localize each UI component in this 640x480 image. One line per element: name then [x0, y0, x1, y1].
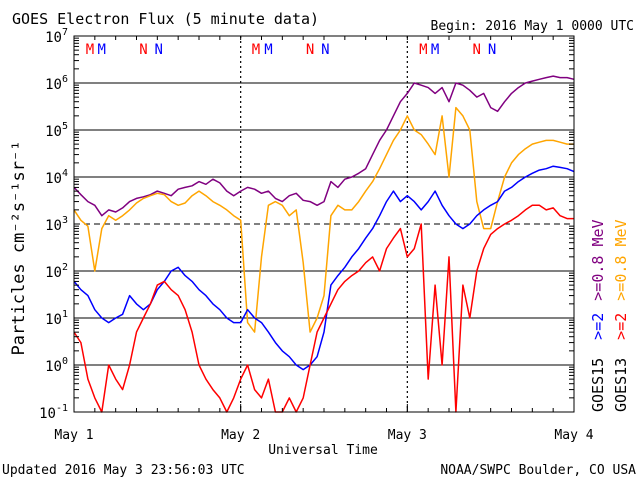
y-tick-label: 102 [45, 262, 68, 281]
y-tick-exponent: 4 [62, 168, 68, 179]
day-marker-letter: M [264, 42, 272, 58]
y-tick-exponent: 3 [62, 215, 68, 226]
y-tick-base: 10 [45, 359, 62, 375]
series-line-goes15-2mev [73, 165, 575, 371]
y-tick-exponent: 5 [62, 121, 68, 132]
day-marker-letter: N [321, 42, 329, 58]
y-tick-base: 10 [45, 312, 62, 328]
y-tick-exponent: 1 [62, 309, 68, 320]
y-axis-label: Particles cm⁻²s⁻¹sr⁻¹ [9, 141, 29, 356]
begin-label: Begin: 2016 May 1 0000 UTC [431, 19, 635, 34]
x-tick-label: May 4 [554, 428, 593, 443]
y-tick-label: 103 [45, 215, 68, 234]
y-tick-label: 101 [45, 309, 68, 328]
y-tick-exponent: 6 [62, 74, 68, 85]
legend-satellite-label: GOES13 [612, 358, 630, 412]
updated-label: Updated 2016 May 3 23:56:03 UTC [2, 463, 245, 478]
y-tick-base: 10 [45, 218, 62, 234]
day-marker-letter: M [98, 42, 106, 58]
legend: GOES15 >=2 >=0.8 MeV GOES13 >=2 >=0.8 MeV [589, 219, 630, 412]
day-marker-letter: N [306, 42, 314, 58]
y-tick-base: 10 [45, 77, 62, 93]
series-line-goes15-0p8mev [73, 75, 575, 217]
y-tick-base: 10 [39, 406, 56, 422]
day-marker-letter: M [419, 42, 427, 58]
legend-group-goes15: GOES15 >=2 >=0.8 MeV [589, 219, 607, 412]
y-tick-label: 106 [45, 74, 68, 93]
day-marker-letter: N [139, 42, 147, 58]
legend-entry: >=0.8 MeV [589, 219, 607, 300]
y-tick-base: 10 [45, 124, 62, 140]
legend-entry: >=2 [612, 313, 630, 340]
series-line-goes13-0p8mev [73, 106, 574, 333]
series-line-goes13-2mev [73, 204, 574, 413]
credit-label: NOAA/SWPC Boulder, CO USA [440, 463, 636, 478]
series-lines [73, 75, 575, 413]
chart-title: GOES Electron Flux (5 minute data) [12, 10, 319, 28]
x-axis-label: Universal Time [268, 443, 378, 458]
legend-satellite-label: GOES15 [589, 358, 607, 412]
y-tick-base: 10 [45, 30, 62, 46]
legend-group-goes13: GOES13 >=2 >=0.8 MeV [612, 219, 630, 412]
y-tick-label: 104 [45, 168, 68, 187]
y-tick-label: 107 [45, 27, 68, 46]
x-tick-label: May 3 [388, 428, 427, 443]
x-tick-label: May 1 [54, 428, 93, 443]
day-marker-letter: M [86, 42, 94, 58]
y-tick-label: 100 [45, 356, 68, 375]
legend-entry: >=2 [589, 313, 607, 340]
y-tick-base: 10 [45, 265, 62, 281]
day-marker-letter: M [431, 42, 439, 58]
legend-entry: >=0.8 MeV [612, 219, 630, 300]
y-tick-exponent: 0 [62, 356, 68, 367]
y-tick-label: 10-1 [39, 403, 68, 422]
y-tick-exponent: -1 [56, 403, 68, 414]
day-marker-letter: N [473, 42, 481, 58]
grid-lines [74, 36, 574, 412]
x-tick-label: May 2 [221, 428, 260, 443]
day-marker-letter: M [252, 42, 260, 58]
day-marker-letter: N [155, 42, 163, 58]
y-tick-base: 10 [45, 171, 62, 187]
day-marker-letter: N [488, 42, 496, 58]
y-tick-exponent: 7 [62, 27, 68, 38]
y-tick-label: 105 [45, 121, 68, 140]
y-tick-exponent: 2 [62, 262, 68, 273]
